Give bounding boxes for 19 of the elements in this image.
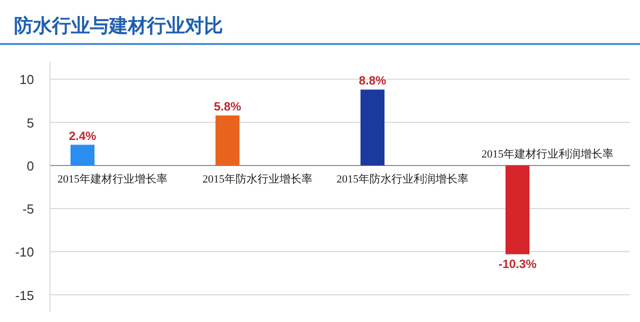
y-tick-label: -5 bbox=[22, 202, 34, 217]
data-label: 8.8% bbox=[358, 74, 386, 88]
data-label: -10.3% bbox=[498, 257, 537, 272]
y-tick-label: 5 bbox=[26, 115, 34, 130]
chart-title: 防水行业与建材行业对比 bbox=[14, 15, 223, 37]
x-tick-label: 2015年建材行业增长率 bbox=[58, 172, 168, 186]
bar bbox=[360, 90, 384, 166]
x-tick-label: 2015年建材行业利润增长率 bbox=[482, 147, 614, 160]
data-label: 5.8% bbox=[214, 99, 242, 114]
y-tick-label: -15 bbox=[15, 288, 34, 303]
data-label: 2.4% bbox=[68, 128, 96, 143]
y-tick-label: 10 bbox=[20, 72, 34, 88]
x-tick-label: 2015年防水行业增长率 bbox=[202, 172, 312, 186]
bar bbox=[216, 115, 240, 166]
y-tick-label: -10 bbox=[15, 244, 34, 260]
bar bbox=[506, 165, 530, 254]
bar bbox=[70, 144, 94, 166]
x-tick-label: 2015年防水行业利润增长率 bbox=[336, 172, 468, 186]
y-tick-label: 0 bbox=[26, 158, 34, 174]
